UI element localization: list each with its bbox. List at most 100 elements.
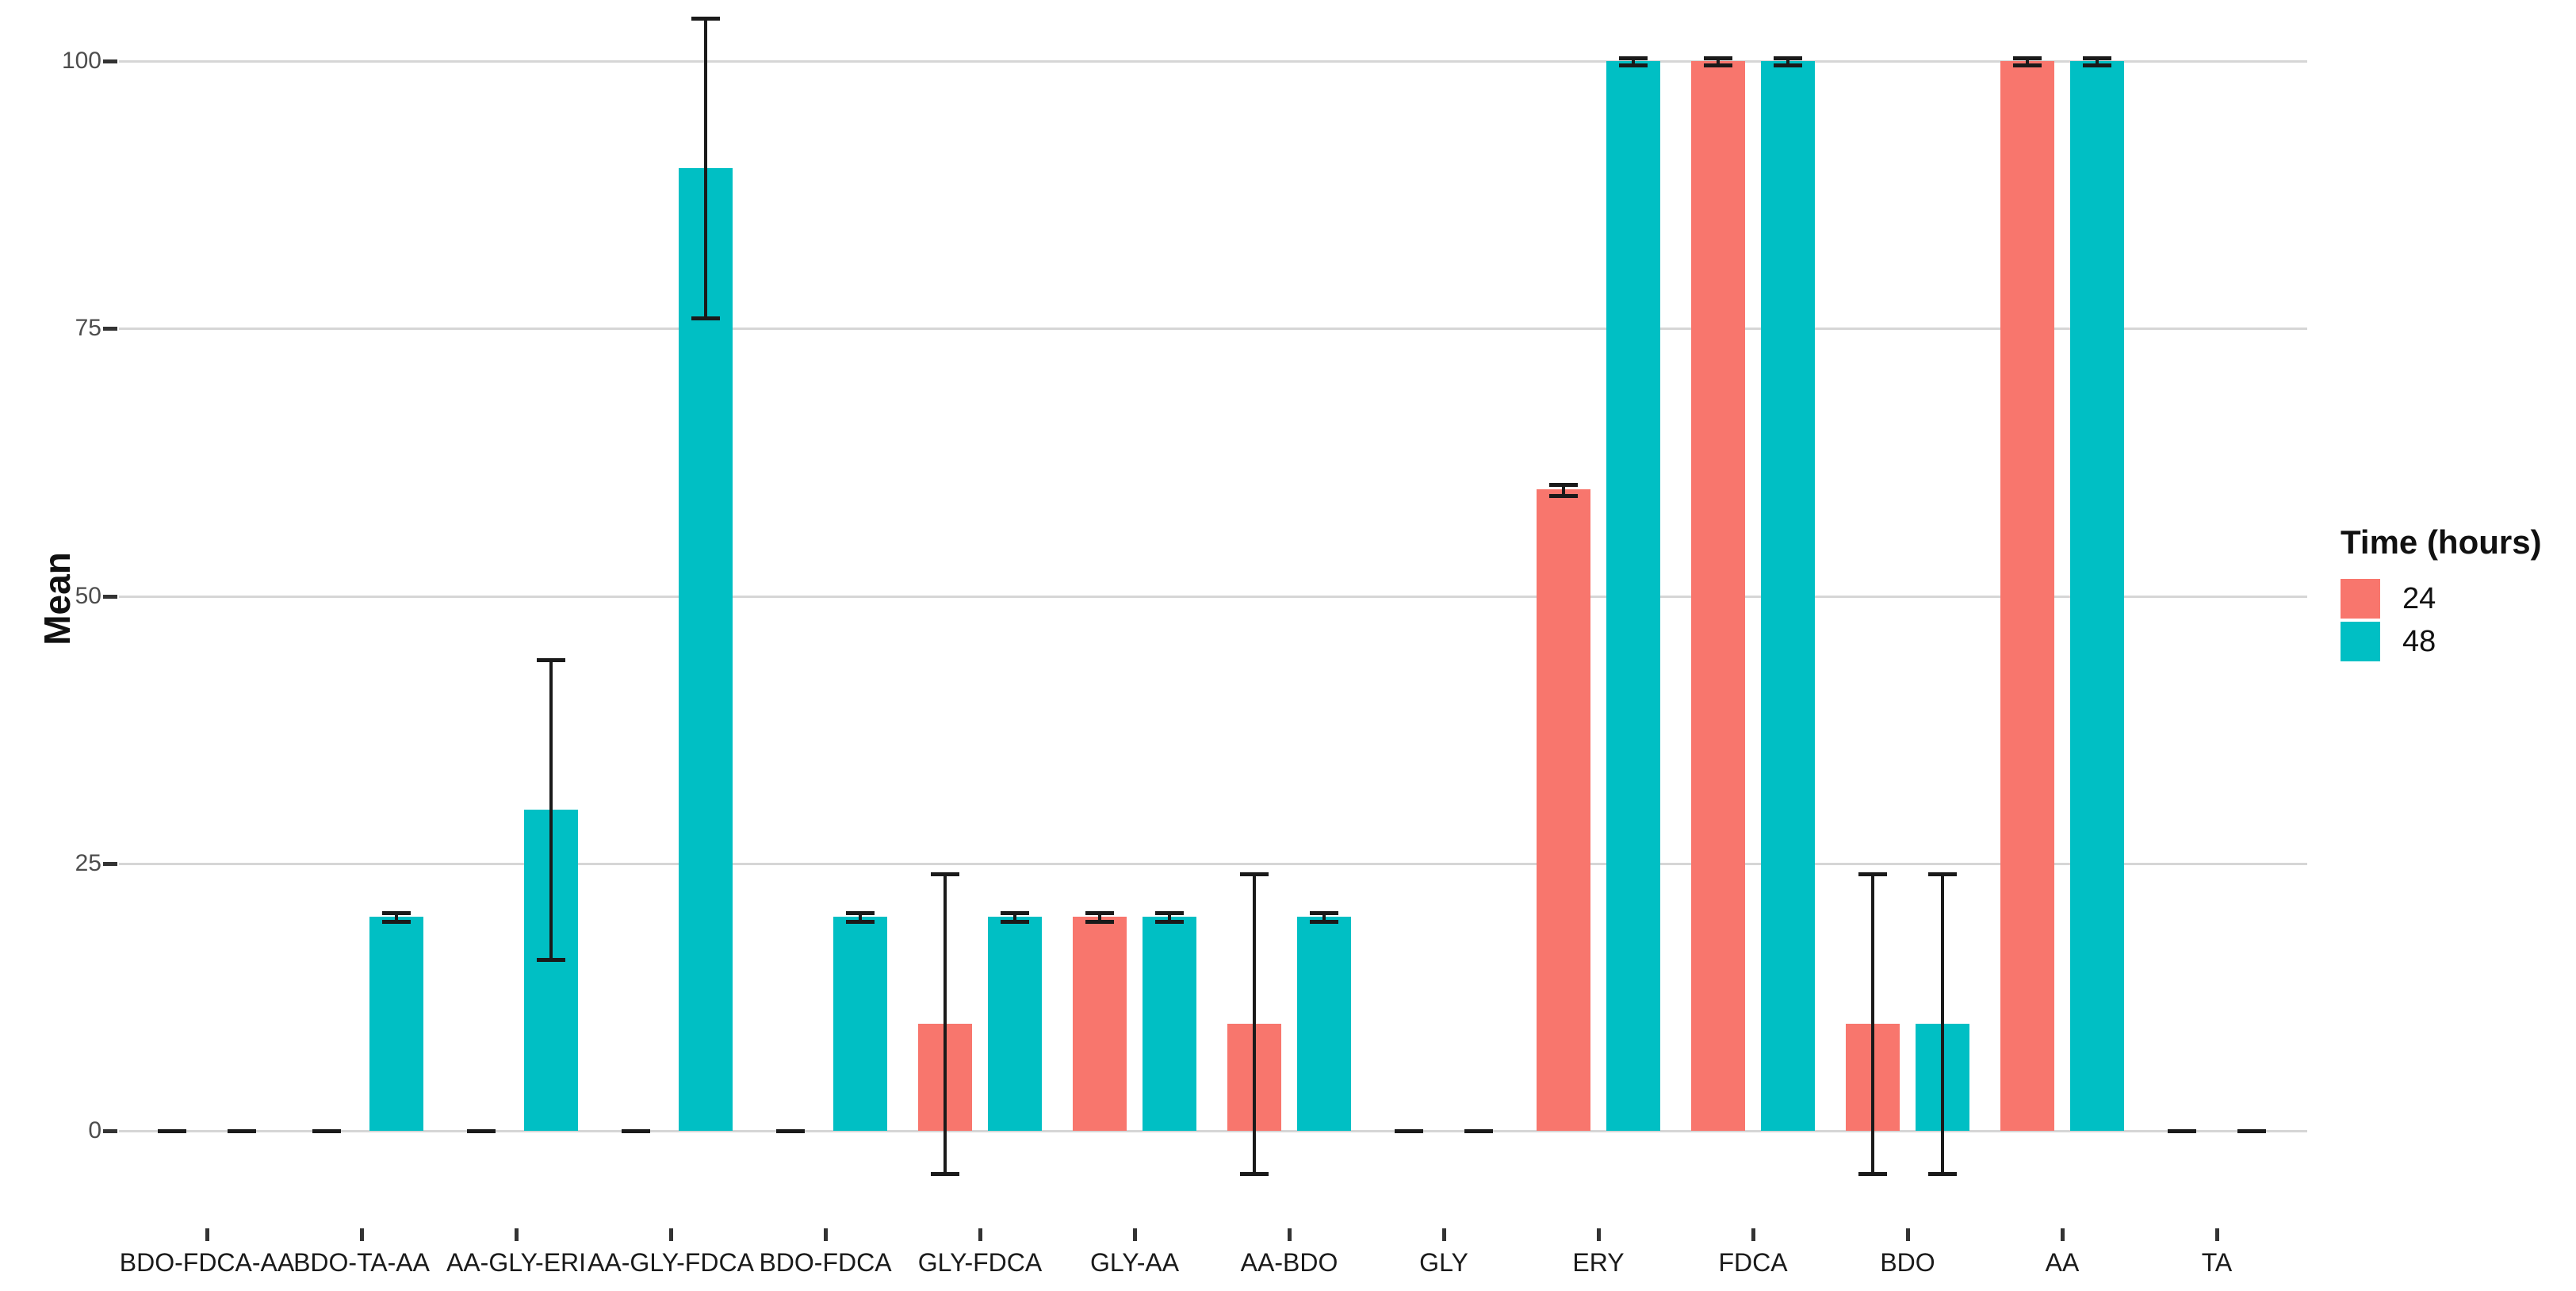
x-axis-tick-label: GLY-AA — [1089, 1248, 1180, 1277]
y-axis-tick — [103, 1129, 117, 1133]
bar-GLY-FDCA-48 — [988, 917, 1042, 1131]
error-bar-cap-top — [382, 910, 411, 915]
error-bar-cap-bottom — [1858, 1171, 1887, 1176]
error-bar-cap-top — [1619, 56, 1648, 60]
y-axis-tick-label: 50 — [75, 582, 101, 609]
error-bar-cap-bottom — [1774, 63, 1802, 68]
bar-GLY-AA-48 — [1143, 917, 1196, 1131]
error-bar-line — [1098, 912, 1101, 921]
error-bar-line — [944, 874, 947, 1174]
legend-title: Time (hours) — [2341, 523, 2542, 561]
x-axis-tick — [978, 1228, 982, 1241]
x-axis-tick — [1906, 1228, 1910, 1241]
error-bar-cap-top — [1085, 910, 1114, 915]
error-bar-cap-bottom — [1549, 493, 1578, 498]
error-bar-line — [704, 18, 707, 318]
legend-swatch-24 — [2341, 579, 2380, 619]
error-bar-cap-bottom — [2168, 1129, 2196, 1133]
x-axis-tick-label: BDO-TA-AA — [293, 1248, 430, 1277]
error-bar-cap-bottom — [228, 1129, 256, 1133]
error-bar-cap-top — [1549, 483, 1578, 488]
error-bar-cap-top — [537, 658, 565, 663]
error-bar-cap-bottom — [1464, 1129, 1493, 1133]
legend-label: 24 — [2402, 582, 2436, 615]
error-bar-line — [1013, 912, 1016, 921]
x-axis-tick-label: FDCA — [1718, 1248, 1788, 1277]
error-bar-cap-top — [1704, 56, 1732, 60]
x-axis-tick — [1442, 1228, 1446, 1241]
bar-ERY-24 — [1537, 488, 1590, 1131]
y-axis-tick — [103, 861, 117, 866]
error-bar-cap-bottom — [1928, 1171, 1957, 1176]
y-axis-tick-label: 0 — [88, 1117, 101, 1144]
legend-item-24: 24 — [2341, 579, 2574, 619]
error-bar-cap-bottom — [467, 1129, 496, 1133]
x-axis-tick — [1597, 1228, 1601, 1241]
x-axis-tick — [824, 1228, 828, 1241]
error-bar-line — [1941, 874, 1944, 1174]
error-bar-cap-top — [931, 872, 959, 877]
bar-BDO-TA-AA-48 — [369, 917, 423, 1131]
x-axis-tick — [2061, 1228, 2065, 1241]
error-bar-cap-bottom — [1240, 1171, 1269, 1176]
x-axis-tick-label: AA-BDO — [1240, 1248, 1338, 1277]
error-bar-cap-top — [2013, 56, 2042, 60]
gridline-y50 — [119, 595, 2307, 598]
error-bar-line — [395, 912, 398, 921]
error-bar-cap-top — [2083, 56, 2111, 60]
error-bar-line — [1168, 912, 1171, 921]
gridline-y100 — [119, 60, 2307, 63]
legend-item-48: 48 — [2341, 622, 2574, 661]
error-bar-cap-bottom — [776, 1129, 805, 1133]
error-bar-cap-bottom — [537, 958, 565, 963]
x-axis-tick — [669, 1228, 673, 1241]
error-bar-cap-top — [1310, 910, 1338, 915]
error-bar-cap-bottom — [2013, 63, 2042, 68]
y-axis-tick — [103, 594, 117, 599]
error-bar-cap-bottom — [2083, 63, 2111, 68]
error-bar-cap-bottom — [1704, 63, 1732, 68]
x-axis-tick-label: TA — [2201, 1248, 2233, 1277]
x-axis-tick-label: BDO-FDCA-AA — [119, 1248, 295, 1277]
error-bar-cap-bottom — [1085, 919, 1114, 924]
error-bar-line — [1253, 874, 1256, 1174]
error-bar-line — [1717, 57, 1720, 66]
error-bar-cap-bottom — [622, 1129, 650, 1133]
gridline-y75 — [119, 328, 2307, 331]
error-bar-cap-top — [691, 17, 720, 21]
y-axis-tick-label: 75 — [75, 315, 101, 342]
bar-FDCA-48 — [1761, 61, 1815, 1131]
error-bar-cap-bottom — [1155, 919, 1184, 924]
x-axis-tick — [1751, 1228, 1755, 1241]
error-bar-line — [1322, 912, 1326, 921]
error-bar-cap-bottom — [382, 919, 411, 924]
error-bar-cap-bottom — [1001, 919, 1029, 924]
error-bar-line — [1871, 874, 1874, 1174]
x-axis-tick — [360, 1228, 364, 1241]
gridline-y0 — [119, 1130, 2307, 1132]
error-bar-cap-top — [846, 910, 875, 915]
legend-label: 48 — [2402, 625, 2436, 658]
x-axis-tick-label: ERY — [1572, 1248, 1625, 1277]
error-bar-cap-top — [1155, 910, 1184, 915]
error-bar-cap-bottom — [158, 1129, 186, 1133]
error-bar-cap-bottom — [691, 316, 720, 320]
x-axis-tick — [515, 1228, 519, 1241]
x-axis-tick-label: AA-GLY-ERI — [446, 1248, 587, 1277]
error-bar-cap-top — [1774, 56, 1802, 60]
error-bar-line — [549, 660, 553, 960]
bar-AA-GLY-FDCA-48 — [679, 167, 733, 1131]
y-axis-title: Mean — [36, 552, 78, 646]
error-bar-cap-bottom — [2237, 1129, 2266, 1133]
error-bar-line — [1632, 57, 1635, 66]
error-bar-cap-top — [1928, 872, 1957, 877]
error-bar-cap-top — [1240, 872, 1269, 877]
y-axis-tick-label: 25 — [75, 849, 101, 876]
x-axis-tick — [2215, 1228, 2219, 1241]
bar-BDO-FDCA-48 — [833, 917, 887, 1131]
error-bar-cap-top — [1858, 872, 1887, 877]
bar-ERY-48 — [1606, 61, 1660, 1131]
bar-FDCA-24 — [1691, 61, 1745, 1131]
